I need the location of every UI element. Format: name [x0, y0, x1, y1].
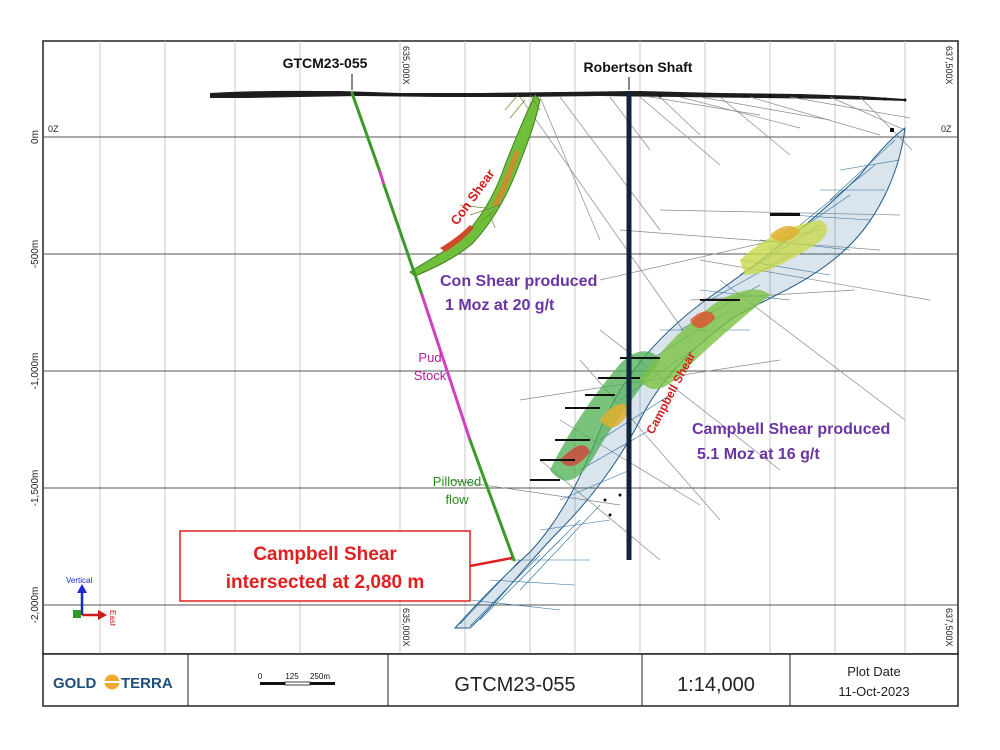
campbell-shear-note-line1: Campbell Shear produced: [692, 421, 890, 438]
level-lines: [43, 136, 958, 606]
level-label-1500: -1,500m: [30, 470, 41, 507]
drillhole-label: GTCM23-055: [283, 55, 368, 71]
pud-stock-label-line1: Pud: [418, 350, 441, 365]
plot-date-value: 11-Oct-2023: [838, 684, 909, 699]
pillowed-flow-label-line2: flow: [445, 492, 469, 507]
plot-date-label: Plot Date: [847, 664, 900, 679]
drill-markers: [603, 94, 907, 517]
scale-bar-tick-0: 0: [258, 672, 263, 681]
footer-title: GTCM23-055: [454, 674, 575, 696]
intersection-callout-pointer: [469, 556, 513, 568]
surface-topography: [210, 90, 905, 101]
con-shear-note-line2: 1 Moz at 20 g/t: [445, 297, 555, 314]
title-block: GOLD TERRA 0 125 250m GTCM23-055 1:14,00…: [42, 653, 959, 707]
pillowed-flow-label-line1: Pillowed: [433, 474, 481, 489]
scale-bar-tick-250: 250m: [310, 672, 330, 681]
level-label-2000: -2,000m: [30, 587, 41, 624]
orientation-widget: Vertical East: [66, 576, 117, 627]
intersection-callout-line2: intersected at 2,080 m: [226, 572, 425, 593]
footer-scale: 1:14,000: [677, 674, 755, 696]
scale-bar-tick-125: 125: [285, 672, 299, 681]
pud-stock-label-line2: Stock: [414, 368, 447, 383]
level-labels: 0m -500m -1,000m -1,500m -2,000m: [30, 130, 41, 623]
drillhole-gtcm23-055: [350, 91, 516, 562]
logo-text-terra: TERRA: [121, 675, 173, 692]
shaft-label: Robertson Shaft: [584, 59, 693, 75]
level-label-1000: -1,000m: [30, 353, 41, 390]
zero-z-label-left: 0Z: [48, 124, 59, 134]
easting-label-635000-bottom: 635,000X: [401, 608, 411, 647]
easting-label-637500-bottom: 637,500X: [944, 608, 954, 647]
level-label-500: -500m: [30, 240, 41, 268]
goldterra-logo: GOLD TERRA: [53, 674, 173, 692]
ore-lenses: [550, 220, 827, 481]
intersection-callout-line1: Campbell Shear: [253, 544, 397, 565]
level-label-0: 0m: [30, 130, 41, 144]
easting-labels: 635,000X 637,500X 635,000X 637,500X: [401, 46, 954, 647]
orientation-vertical-label: Vertical: [66, 576, 92, 585]
orientation-east-label: East: [108, 610, 117, 627]
intersection-callout-box: [179, 530, 471, 602]
con-shear-note-line1: Con Shear produced: [440, 273, 597, 290]
scale-bar: 0 125 250m: [258, 672, 335, 686]
campbell-shear-note-line2: 5.1 Moz at 16 g/t: [697, 446, 820, 463]
zero-z-label-right: 0Z: [941, 124, 952, 134]
easting-label-635000-top: 635,000X: [401, 46, 411, 85]
logo-text-gold: GOLD: [53, 675, 96, 692]
easting-label-637500-top: 637,500X: [944, 46, 954, 85]
